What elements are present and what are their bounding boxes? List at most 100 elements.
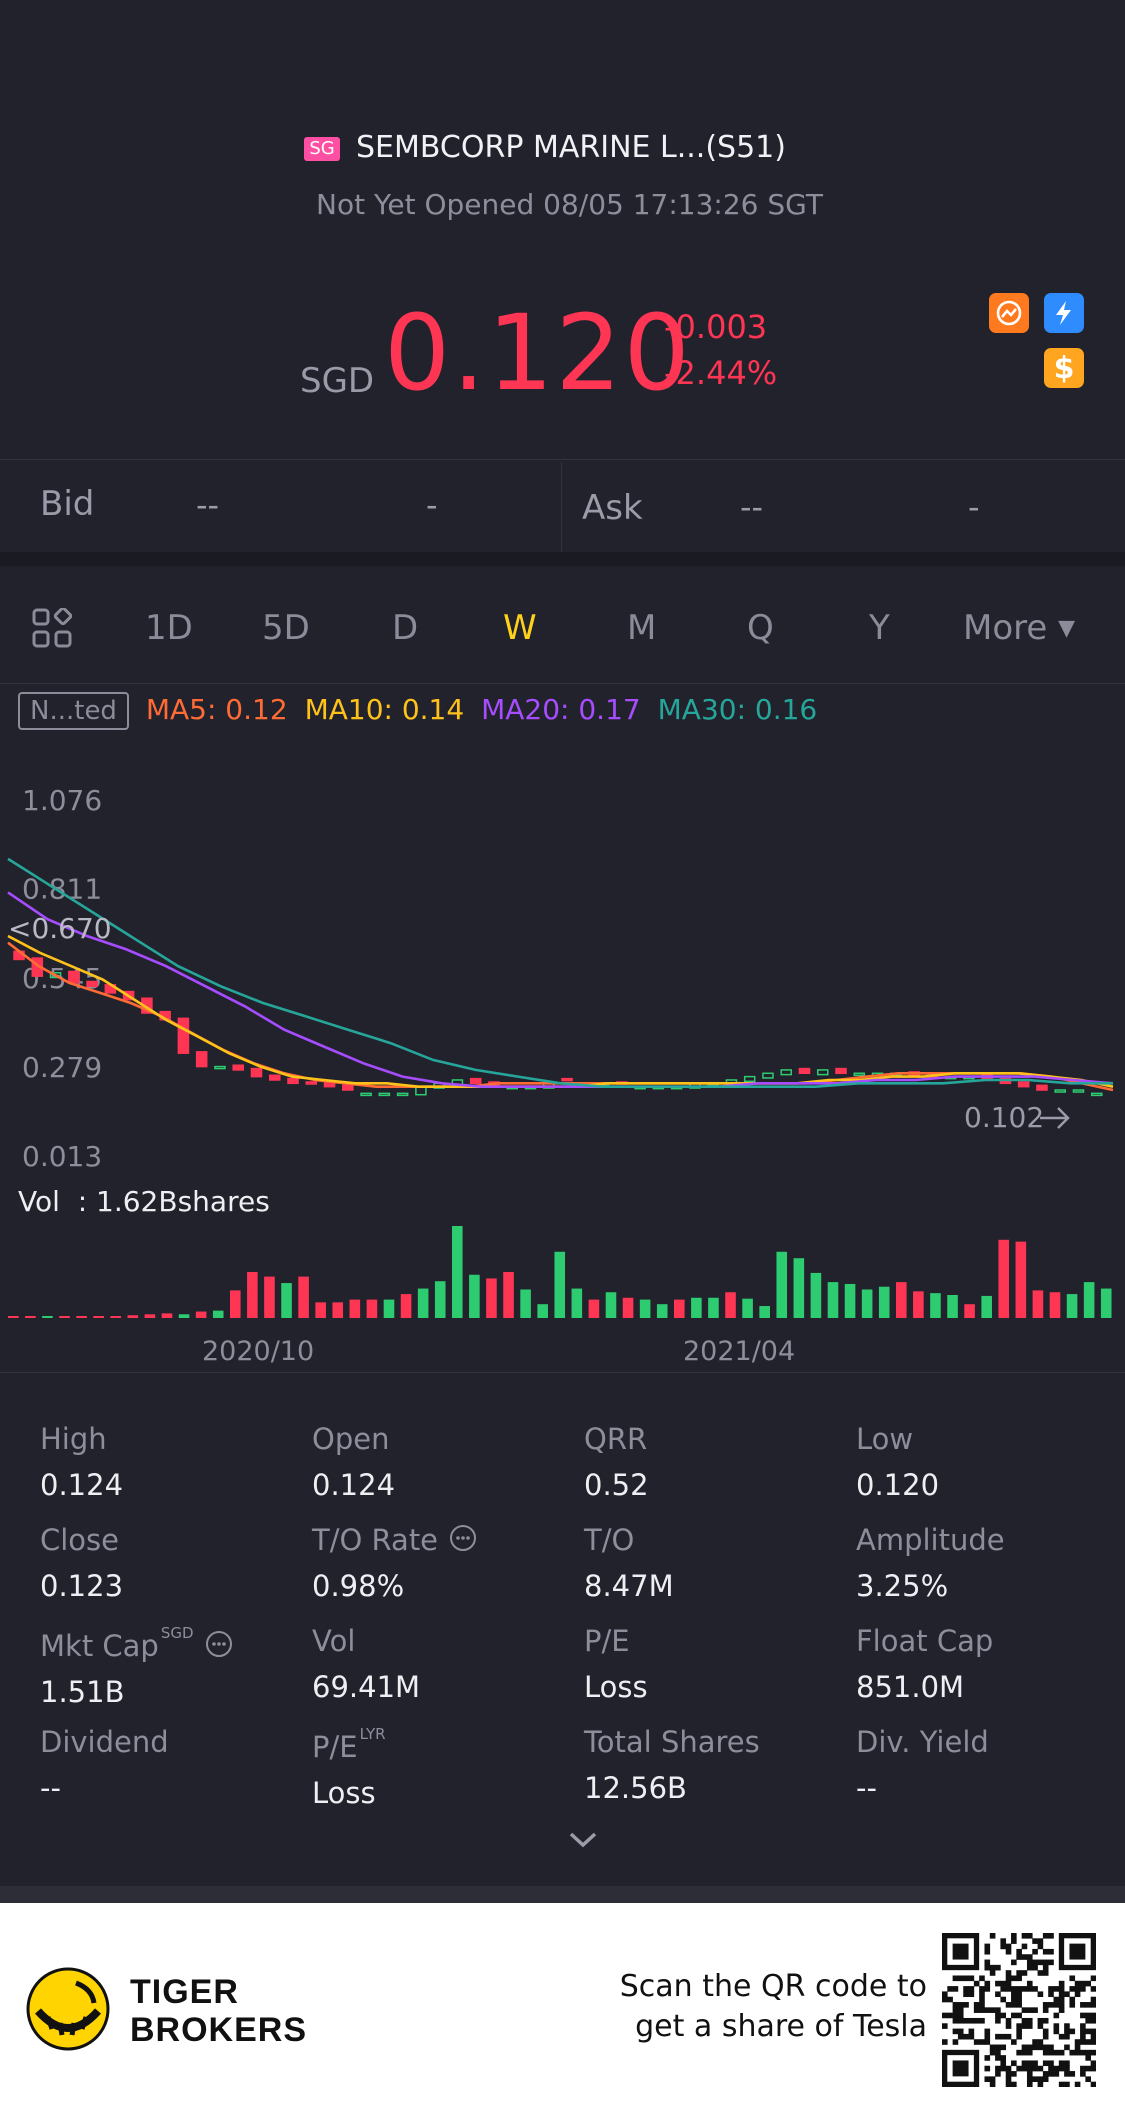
candlestick bbox=[360, 1092, 372, 1097]
stat-cell: Mkt Cap SGD 1.51B bbox=[40, 1624, 234, 1709]
candlestick bbox=[214, 1065, 226, 1070]
stat-label-text: Open bbox=[312, 1422, 390, 1456]
volume-bar bbox=[639, 1299, 651, 1318]
tab-daily[interactable]: D bbox=[392, 608, 419, 648]
volume-bar bbox=[964, 1304, 975, 1318]
qr-code bbox=[942, 1933, 1096, 2087]
market-badge: SG bbox=[304, 137, 340, 161]
volume-bar bbox=[42, 1316, 53, 1318]
volume-bar bbox=[230, 1290, 241, 1318]
divider bbox=[0, 459, 1125, 460]
volume-bar bbox=[725, 1292, 736, 1318]
volume-bar bbox=[793, 1258, 805, 1318]
ask-price: -- bbox=[740, 488, 764, 526]
price-change-percent: -2.44% bbox=[664, 354, 778, 392]
stat-label-superscript: LYR bbox=[359, 1725, 386, 1743]
tab-5d[interactable]: 5D bbox=[262, 608, 310, 648]
stat-label: High bbox=[40, 1422, 123, 1456]
y-tick-label: 0.811 bbox=[22, 873, 102, 906]
stat-value: 851.0M bbox=[856, 1670, 965, 1704]
volume-bar bbox=[1049, 1292, 1061, 1318]
stat-label: Total Shares bbox=[584, 1725, 760, 1759]
candlestick bbox=[396, 1092, 409, 1097]
candlestick bbox=[1090, 1092, 1103, 1097]
stat-label-text: T/O Rate bbox=[312, 1523, 439, 1557]
stat-label: P/E bbox=[584, 1624, 648, 1658]
stat-cell: P/E Loss bbox=[584, 1624, 648, 1704]
volume-bar bbox=[93, 1316, 104, 1318]
more-info-icon[interactable] bbox=[438, 1523, 478, 1557]
ask-label: Ask bbox=[582, 488, 643, 528]
stat-label: Vol bbox=[312, 1624, 420, 1658]
stat-value: 0.52 bbox=[584, 1468, 649, 1502]
section-gap bbox=[0, 1886, 1125, 1903]
more-label: More bbox=[963, 608, 1048, 648]
volume-bar bbox=[452, 1226, 463, 1318]
volume-bar bbox=[742, 1298, 753, 1318]
orange-badge-icon[interactable] bbox=[989, 293, 1029, 333]
volume-bar bbox=[981, 1295, 992, 1318]
chevron-down-icon[interactable] bbox=[566, 1830, 600, 1854]
y-tick-label: 0.279 bbox=[22, 1051, 102, 1084]
price-change: -0.003 bbox=[664, 308, 768, 346]
stat-label-text: P/E bbox=[312, 1730, 358, 1764]
tab-more[interactable]: More ▼ bbox=[963, 608, 1075, 648]
volume-bar bbox=[810, 1272, 822, 1318]
volume-bar bbox=[281, 1283, 292, 1318]
candlestick bbox=[49, 972, 62, 979]
stat-label-text: Mkt Cap bbox=[40, 1629, 159, 1663]
brand-line-2: BROKERS bbox=[130, 2011, 308, 2049]
candlestick bbox=[853, 1072, 866, 1077]
stat-label-text: Total Shares bbox=[584, 1725, 760, 1759]
candlestick bbox=[835, 1067, 847, 1075]
stat-label-text: Vol bbox=[312, 1624, 356, 1658]
candlestick bbox=[798, 1067, 811, 1075]
tab-yearly[interactable]: Y bbox=[869, 608, 890, 648]
stat-label-text: P/E bbox=[584, 1624, 630, 1658]
candlestick bbox=[762, 1072, 774, 1079]
volume-bar bbox=[554, 1251, 566, 1318]
volume-bar bbox=[8, 1316, 19, 1318]
volume-bar bbox=[622, 1297, 634, 1318]
candlestick bbox=[780, 1069, 792, 1076]
volume-bar bbox=[469, 1274, 480, 1318]
stat-cell: Vol 69.41M bbox=[312, 1624, 420, 1704]
volume-bar bbox=[366, 1299, 378, 1318]
stat-cell: Total Shares 12.56B bbox=[584, 1725, 760, 1805]
stat-cell: T/O 8.47M bbox=[584, 1523, 674, 1603]
grid-menu-icon[interactable] bbox=[32, 606, 73, 652]
candlestick bbox=[1017, 1081, 1030, 1088]
candlestick bbox=[195, 1051, 208, 1068]
more-info-icon[interactable] bbox=[194, 1629, 234, 1663]
ask-size: - bbox=[968, 488, 980, 526]
dollar-icon[interactable]: $ bbox=[1044, 348, 1084, 388]
volume-bar bbox=[708, 1297, 719, 1318]
stat-label: T/O bbox=[584, 1523, 674, 1557]
lightning-icon[interactable] bbox=[1044, 293, 1084, 333]
tab-1d[interactable]: 1D bbox=[145, 608, 193, 648]
volume-bar bbox=[434, 1281, 446, 1318]
volume-bar bbox=[178, 1314, 190, 1318]
tiger-logo-icon bbox=[26, 1967, 110, 2055]
bid-size: - bbox=[426, 486, 438, 524]
stock-title[interactable]: SEMBCORP MARINE L...(S51) bbox=[356, 130, 786, 165]
stat-label-text: Low bbox=[856, 1422, 914, 1456]
promo-line-2: get a share of Tesla bbox=[635, 2009, 927, 2044]
volume-bar bbox=[588, 1299, 600, 1318]
adjust-mode-button[interactable]: N...ted bbox=[18, 692, 129, 730]
stat-value: 0.123 bbox=[40, 1569, 124, 1603]
volume-bar bbox=[827, 1282, 839, 1318]
tab-monthly[interactable]: M bbox=[627, 608, 657, 648]
tab-quarterly[interactable]: Q bbox=[747, 608, 774, 648]
volume-bar bbox=[930, 1293, 941, 1318]
stat-cell: P/E LYR Loss bbox=[312, 1725, 386, 1810]
stat-value: Loss bbox=[584, 1670, 648, 1704]
ma10-line bbox=[7, 934, 1114, 1089]
tab-weekly[interactable]: W bbox=[503, 608, 537, 648]
volume-bar bbox=[383, 1299, 395, 1318]
stat-label: Amplitude bbox=[856, 1523, 1005, 1557]
stat-label-text: QRR bbox=[584, 1422, 648, 1456]
volume-bar bbox=[776, 1251, 788, 1318]
currency-label: SGD bbox=[300, 361, 375, 401]
